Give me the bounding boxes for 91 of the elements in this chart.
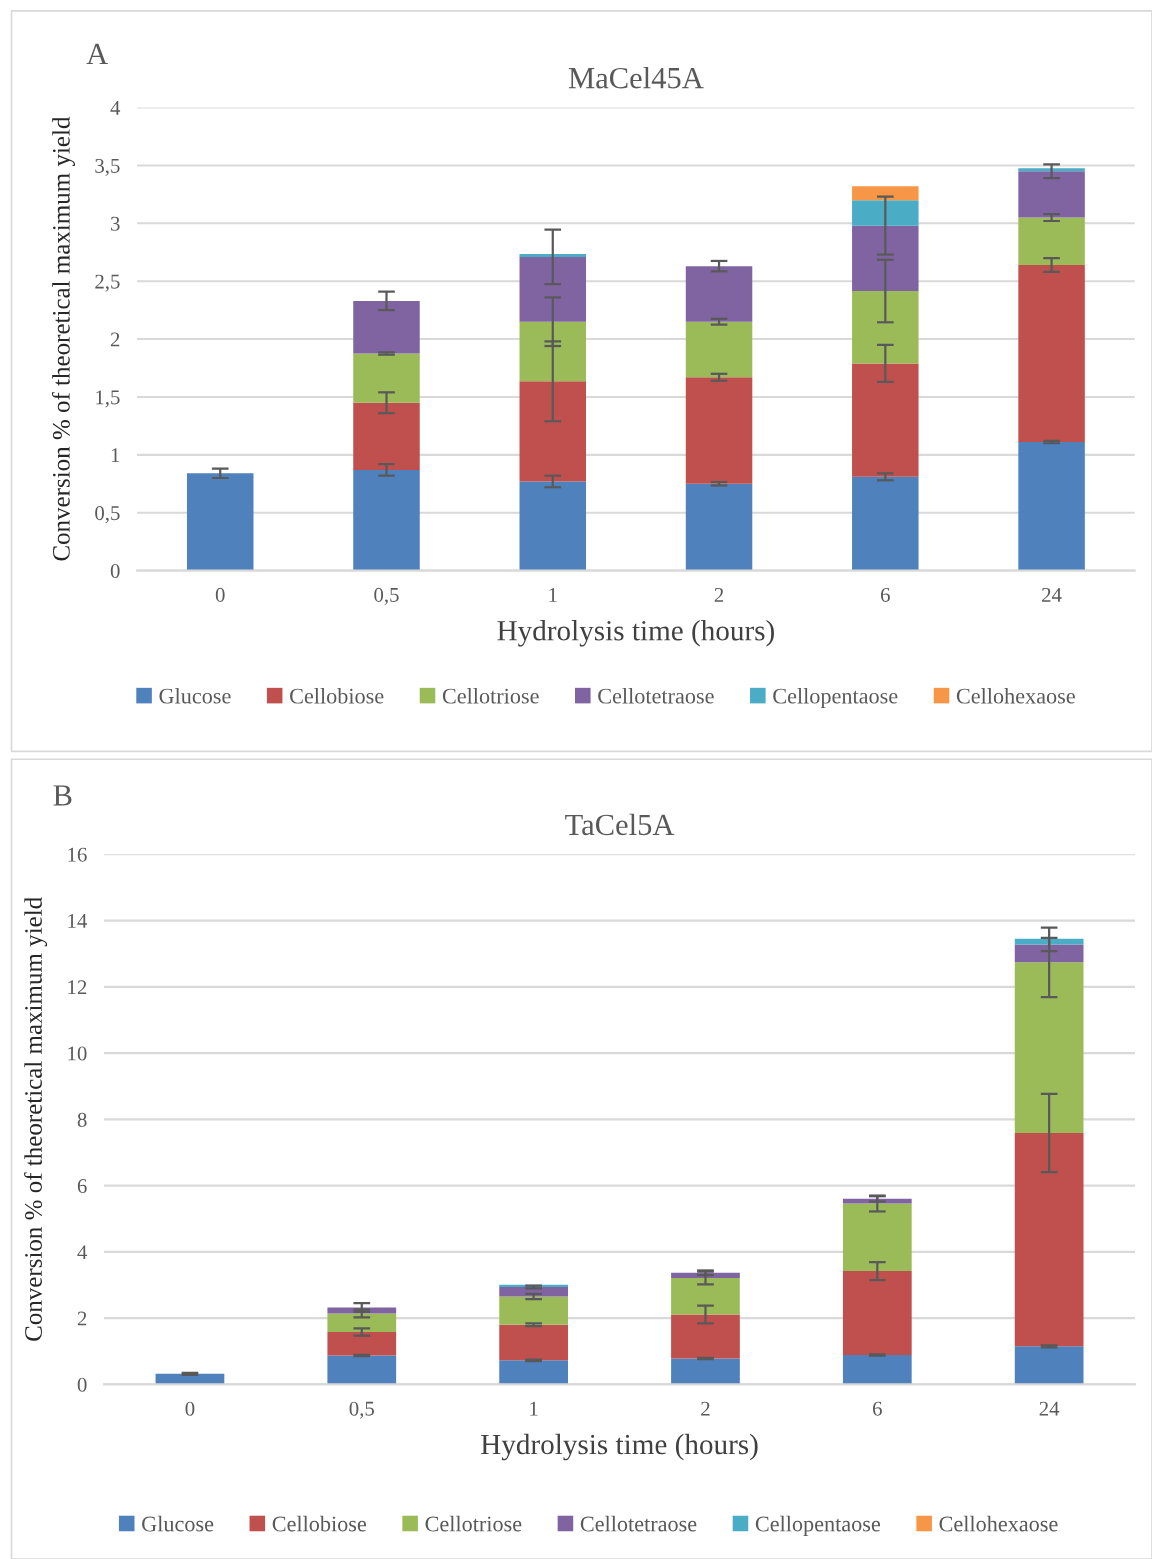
- x-tick-label: 1: [549, 587, 557, 602]
- bar: [327, 1313, 397, 1333]
- legend-label: Cellohexaose: [956, 687, 1075, 704]
- bar: [499, 1296, 568, 1325]
- y-tick-label: 3: [111, 216, 120, 231]
- x-tick-label: 0,5: [374, 587, 399, 605]
- x-tick-label: 6: [872, 1401, 882, 1416]
- y-tick-label: 10: [68, 1046, 87, 1061]
- bar: [842, 1203, 912, 1272]
- bar: [685, 321, 753, 378]
- bar: [671, 1314, 740, 1359]
- y-tick-label: 4: [110, 101, 121, 115]
- x-tick-label: 0,5: [349, 1401, 374, 1419]
- bar: [353, 402, 420, 470]
- legend-label: Cellotriose: [442, 687, 539, 704]
- bar: [685, 377, 753, 484]
- legend-label: Cellopentaose: [773, 687, 898, 709]
- bar: [1018, 265, 1085, 443]
- y-tick-label: 3,5: [95, 158, 120, 176]
- legend-label: Cellobiose: [290, 687, 384, 704]
- text: B: [53, 785, 72, 806]
- bar: [852, 186, 919, 201]
- bar: [1014, 1346, 1084, 1385]
- x-tick-label: 2: [714, 587, 724, 602]
- text: A: [86, 43, 108, 65]
- x-tick-label: 6: [881, 587, 890, 602]
- y-tick-label: 0: [77, 1377, 87, 1392]
- bar: [353, 353, 420, 403]
- bar: [852, 476, 919, 571]
- legend-label: Cellobiose: [272, 1515, 367, 1532]
- bar: [1014, 962, 1084, 1133]
- y-tick-label: 1,5: [96, 390, 120, 408]
- bar: [1018, 442, 1085, 571]
- x-tick-label: 24: [1039, 1401, 1060, 1416]
- y-tick-label: 14: [68, 914, 88, 928]
- bar: [852, 363, 919, 477]
- bar: [1014, 1132, 1084, 1347]
- bar: [1014, 944, 1084, 963]
- bar: [186, 473, 254, 571]
- bar: [1018, 171, 1085, 218]
- bar: [852, 291, 919, 364]
- bar: [519, 254, 587, 257]
- y-tick-label: 2: [110, 332, 120, 347]
- x-tick-label: 2: [701, 1401, 710, 1416]
- chart-title: TaCel5A: [565, 813, 675, 836]
- y-tick-label: 2: [77, 1311, 87, 1326]
- y-tick-label: 8: [77, 1112, 87, 1127]
- x-tick-label: 1: [530, 1401, 538, 1416]
- y-tick-label: 4: [77, 1245, 88, 1260]
- bar: [842, 1355, 912, 1385]
- x-tick-label: 0: [215, 587, 225, 602]
- bar: [327, 1355, 397, 1385]
- bar: [353, 469, 420, 571]
- bar: [685, 483, 753, 571]
- x-tick-label: 0: [185, 1401, 195, 1416]
- bar: [1018, 168, 1085, 172]
- chart-title: MaCel45A: [568, 66, 704, 89]
- bar: [671, 1278, 740, 1315]
- y-tick-label: 6: [77, 1179, 87, 1194]
- y-tick-label: 1: [111, 448, 120, 463]
- bar: [499, 1360, 568, 1385]
- legend-label: Cellotetraose: [598, 687, 714, 704]
- bar: [852, 225, 919, 292]
- y-tick-label: 2,5: [95, 274, 120, 292]
- bar: [519, 321, 587, 382]
- bar: [685, 266, 753, 322]
- bar: [519, 481, 587, 571]
- y-tick-label: 12: [68, 980, 87, 995]
- y-tick-label: 0: [110, 563, 120, 579]
- legend-label: Cellohexaose: [939, 1515, 1058, 1532]
- legend-label: Cellotriose: [425, 1515, 522, 1532]
- bar: [842, 1271, 912, 1356]
- legend-label: Cellopentaose: [755, 1515, 881, 1536]
- bar: [327, 1332, 397, 1356]
- legend-label: Cellotetraose: [580, 1515, 697, 1532]
- bar: [519, 256, 587, 322]
- y-axis-title: Conversion % of theoretical maximum yield: [24, 897, 48, 1341]
- bar: [519, 381, 587, 482]
- y-tick-label: 16: [68, 847, 87, 862]
- bar: [671, 1358, 740, 1385]
- bar: [1018, 217, 1085, 265]
- y-axis-title: Conversion % of theoretical maximum yield: [51, 116, 75, 561]
- y-tick-label: 0,5: [95, 506, 120, 524]
- legend-label: Glucose: [142, 1515, 214, 1532]
- x-axis-title: Hydrolysis time (hours): [481, 1433, 758, 1461]
- legend-label: Glucose: [159, 687, 231, 704]
- bar: [353, 300, 420, 354]
- x-tick-label: 24: [1042, 587, 1062, 602]
- x-axis-title: Hydrolysis time (hours): [497, 620, 774, 647]
- bar: [499, 1324, 568, 1361]
- bar: [852, 200, 919, 226]
